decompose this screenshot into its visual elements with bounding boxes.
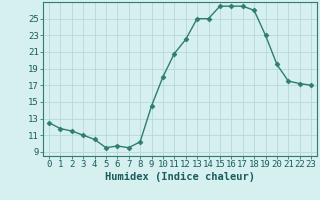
X-axis label: Humidex (Indice chaleur): Humidex (Indice chaleur): [105, 172, 255, 182]
